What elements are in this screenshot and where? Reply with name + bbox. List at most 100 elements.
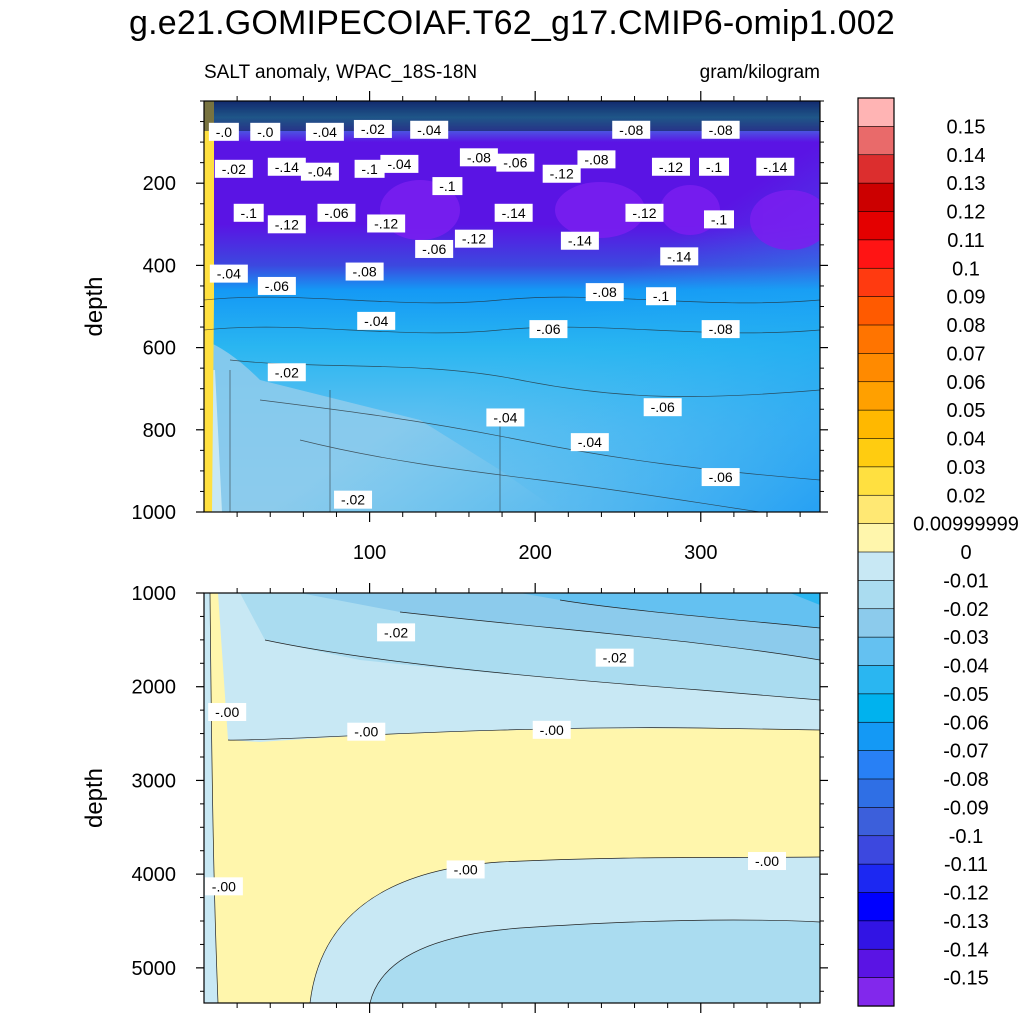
colorbar-swatch (857, 126, 895, 156)
contour-label: -.08 (701, 120, 740, 139)
colorbar-swatch (857, 182, 895, 213)
colorbar-swatch (857, 580, 895, 610)
colorbar-swatch (857, 324, 895, 354)
contour-label-text: -.04 (493, 409, 517, 425)
colorbar-label: 0.09 (947, 287, 986, 309)
contour-label-box (454, 229, 493, 248)
contour-label-box (300, 162, 339, 181)
contour-label-text: -.12 (550, 166, 574, 182)
contour-label-box (377, 623, 416, 642)
colorbar-swatch (857, 863, 895, 894)
lower-contours (209, 593, 820, 1003)
contour-label-box (703, 210, 734, 229)
colorbar-swatch (857, 608, 895, 638)
lower-axes: 1000 2000 3000 4000 5000 depth (81, 583, 828, 1013)
colorbar-label: 0.04 (947, 429, 986, 451)
colorbar-label: 0.07 (947, 343, 986, 365)
chart-title: g.e21.GOMIPECOIAF.T62_g17.CMIP6-omip1.00… (129, 4, 895, 42)
colorbar-swatch (857, 438, 895, 468)
contour-label-text: -.12 (659, 159, 683, 175)
colorbar-label: 0.11 (947, 230, 984, 252)
lower-bottom-band-2 (370, 920, 820, 1003)
contour-label-box (643, 398, 682, 417)
colorbar-label: -0.03 (943, 627, 989, 649)
contour-label-box (612, 120, 651, 139)
contour-label-text: -.02 (384, 624, 408, 640)
contour-label: -.14 (560, 231, 599, 250)
contour-label-text: -.02 (222, 161, 246, 177)
contour-label-box (317, 203, 356, 222)
contour-label-text: -.04 (217, 266, 241, 282)
colorbar-label: 0.13 (947, 173, 986, 195)
contour-label-text: -.06 (324, 205, 348, 221)
lower-contour-labels: -.02 -.02 -.00 -.00 -.00 -.00 -.00 -.00 (204, 623, 787, 896)
contour-label-text: -.04 (313, 124, 337, 140)
colorbar-frame (857, 97, 895, 1007)
colorbar-swatch (857, 211, 895, 241)
contour-label-box (267, 363, 306, 382)
contour-label-box (204, 877, 243, 896)
contour-label-box (748, 852, 787, 871)
contour-label-text: -.08 (709, 321, 733, 337)
contour-label-text: -.04 (387, 156, 411, 172)
y-tick-label: 800 (143, 420, 176, 442)
contour-label-text: -.12 (632, 205, 656, 221)
colorbar-label: -0.02 (943, 599, 989, 621)
contour-label: -.00 (446, 860, 485, 879)
contour-label-text: -.06 (503, 155, 527, 171)
colorbar-swatch (857, 750, 895, 780)
colorbar-swatch (857, 267, 895, 298)
contour-label-text: -.14 (667, 248, 691, 264)
contour-label-box (595, 648, 634, 667)
contour-label: -.00 (347, 722, 386, 741)
contour-label: -.08 (612, 120, 651, 139)
colorbar-label: 0 (960, 542, 971, 564)
y-axis-label: depth (81, 768, 108, 828)
contour-label-box (305, 122, 344, 141)
contour-label: -.08 (577, 150, 616, 169)
colorbar-swatch (857, 636, 895, 667)
colorbar-label: -0.14 (943, 939, 989, 961)
colorbar-label: -0.07 (943, 741, 989, 763)
colorbar-swatch (857, 381, 895, 411)
contour-label: -.08 (701, 320, 740, 339)
contour-label: -.1 (354, 159, 385, 178)
contour-label: -.04 (570, 433, 609, 452)
contour-label: -.1 (703, 210, 734, 229)
contour-label-text: -.04 (417, 122, 441, 138)
colorbar-swatch (857, 239, 895, 269)
colorbar-label: -0.1 (949, 826, 983, 848)
contour-label: -.14 (494, 203, 533, 222)
contour-label-box (208, 122, 239, 141)
contour-label-text: -.14 (763, 159, 787, 175)
y-tick-label: 600 (143, 338, 176, 360)
colorbar-label: -0.08 (943, 769, 989, 791)
contour-label-box (446, 860, 485, 879)
y-tick-label: 3000 (132, 770, 177, 792)
colorbar-label: -0.01 (943, 570, 989, 592)
contour-label-box (209, 264, 248, 283)
subtitle-left: SALT anomaly, WPAC_18S-18N (204, 62, 478, 83)
contour-label-text: -.1 (711, 211, 728, 227)
contour-label-text: -.02 (275, 364, 299, 380)
colorbar-label: -0.04 (943, 656, 989, 678)
colorbar-swatch (857, 721, 895, 752)
contour-label-text: -.08 (709, 122, 733, 138)
colorbar-label: 0.15 (947, 116, 986, 138)
contour-label-text: -.04 (578, 434, 602, 450)
contour-label: -.12 (651, 157, 690, 176)
colorbar-label: -0.11 (944, 854, 988, 876)
y-tick-label: 1000 (132, 502, 177, 524)
colorbar-label: -0.06 (943, 712, 989, 734)
contour-label-box (660, 247, 699, 266)
contour-label: -.06 (257, 276, 296, 295)
contour-label-text: -.08 (353, 264, 377, 280)
contour-label-box (353, 119, 392, 138)
contour-label-text: -.12 (275, 216, 299, 232)
colorbar-swatch (857, 551, 895, 581)
contour-label: -.08 (459, 148, 498, 167)
contour-label-text: -.12 (462, 231, 486, 247)
contour-label: -.06 (701, 468, 740, 487)
colorbar-swatch (857, 920, 895, 950)
